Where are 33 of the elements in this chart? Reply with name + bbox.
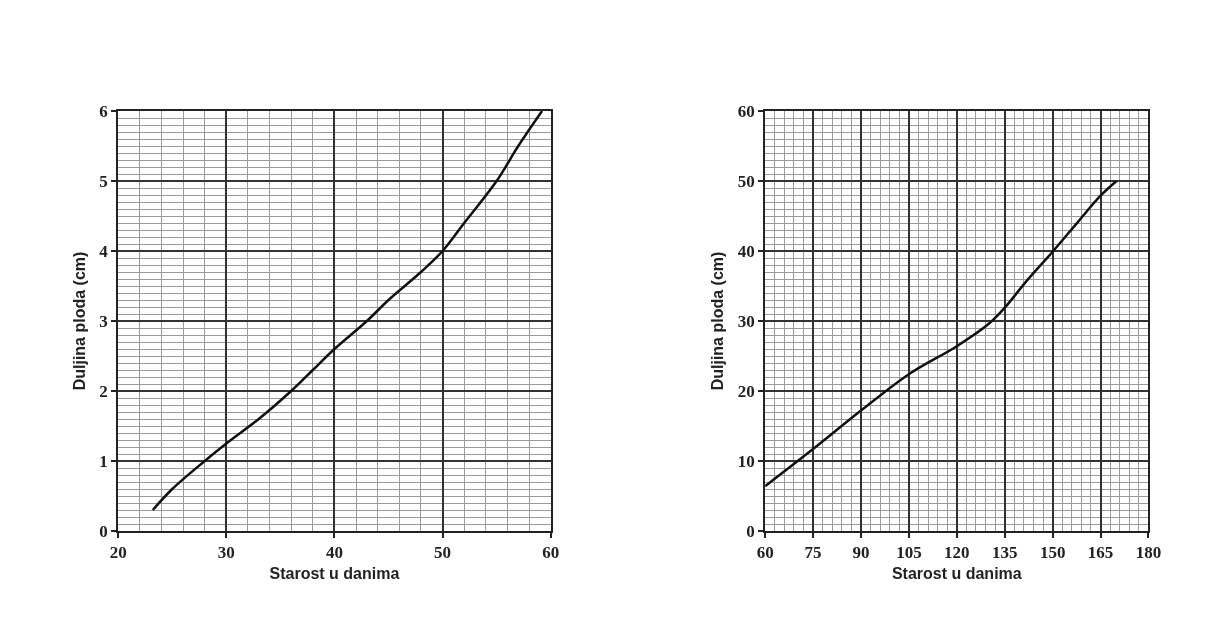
- x-tick-label: 150: [1039, 543, 1066, 563]
- y-tick-label: 60: [737, 101, 755, 121]
- x-tick-label: 60: [756, 543, 774, 563]
- x-tick-label: 75: [804, 543, 822, 563]
- y-tick-label: 2: [99, 381, 108, 401]
- y-tick-label: 40: [737, 241, 755, 261]
- y-tick-label: 0: [99, 521, 108, 541]
- y-tick-label: 10: [737, 451, 755, 471]
- y-tick-label: 30: [737, 311, 755, 331]
- x-tick-label: 50: [434, 543, 452, 563]
- line-series: [151, 111, 544, 512]
- x-tick-label: 120: [944, 543, 970, 563]
- x-tick-label: 135: [991, 543, 1018, 563]
- y-tick-label: 20: [737, 381, 755, 401]
- x-tick-label: 60: [542, 543, 560, 563]
- y-tick-label: 1: [99, 451, 108, 471]
- x-tick-label: 40: [325, 543, 343, 563]
- x-tick-label: 180: [1135, 543, 1162, 563]
- x-tick-label: 90: [852, 543, 870, 563]
- y-tick-label: 6: [99, 101, 108, 121]
- line-series: [765, 179, 1118, 488]
- x-axis-title: Starost u danima: [269, 564, 400, 582]
- y-tick-label: 3: [99, 311, 108, 331]
- y-tick-label: 50: [737, 171, 755, 191]
- x-axis-title: Starost u danima: [891, 564, 1022, 582]
- y-tick-label: 5: [99, 171, 108, 191]
- x-tick-label: 165: [1087, 543, 1114, 563]
- y-axis-title: Duljina ploda (cm): [709, 251, 727, 391]
- x-tick-label: 105: [896, 543, 922, 563]
- x-tick-label: 30: [217, 543, 235, 563]
- y-axis-title: Duljina ploda (cm): [70, 251, 88, 391]
- y-tick-label: 4: [99, 241, 109, 261]
- y-tick-label: 0: [746, 521, 755, 541]
